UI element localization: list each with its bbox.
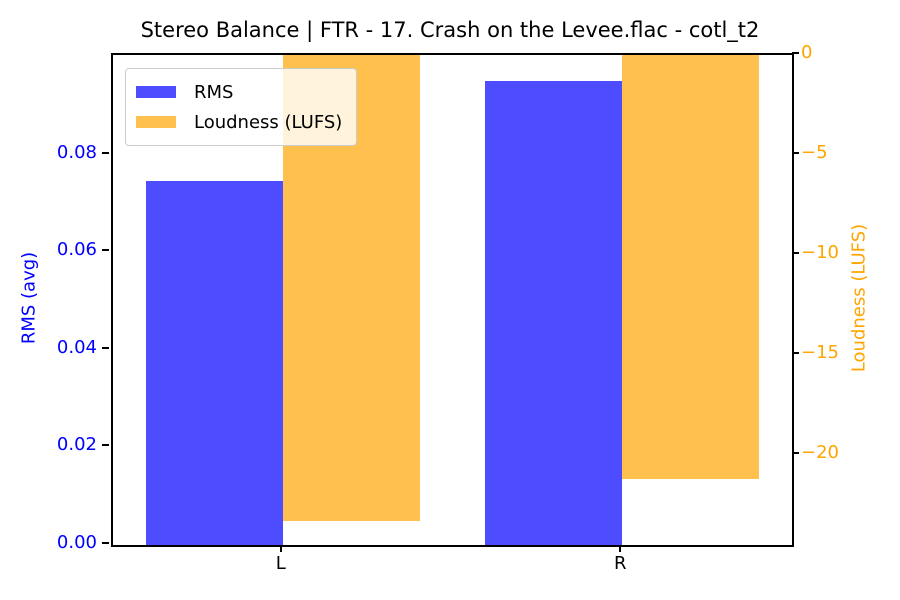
- x-tick-label: R: [613, 553, 627, 574]
- right-tick-mark: [792, 152, 799, 154]
- plot-area: RMS Loudness (LUFS): [111, 53, 794, 547]
- left-tick-label: 0.08: [56, 141, 97, 163]
- right-tick-label: −20: [801, 442, 839, 463]
- left-tick-mark: [102, 346, 109, 349]
- right-tick-label: −5: [801, 142, 828, 163]
- left-tick-mark: [102, 151, 109, 154]
- bar-rms-l: [145, 180, 283, 545]
- loudness-legend-label: Loudness (LUFS): [194, 111, 343, 133]
- rms-legend-label: RMS: [194, 81, 234, 103]
- chart-title: Stereo Balance | FTR - 17. Crash on the …: [140, 18, 760, 42]
- right-tick-mark: [792, 452, 799, 454]
- right-tick-mark: [792, 352, 799, 354]
- left-tick-mark: [102, 542, 109, 544]
- right-tick-label: −15: [801, 342, 839, 363]
- left-tick-label: 0.04: [56, 336, 97, 358]
- left-tick-mark: [102, 249, 109, 252]
- x-tick-label: L: [275, 553, 286, 574]
- x-tick-mark: [619, 545, 622, 552]
- bar-loudness-lufs-r: [622, 55, 760, 479]
- loudness-legend-swatch: [136, 116, 176, 128]
- left-tick-label: 0.00: [56, 532, 97, 553]
- right-tick-label: 0: [801, 42, 813, 63]
- x-tick-mark: [279, 545, 282, 552]
- left-tick-label: 0.02: [56, 434, 97, 456]
- bar-rms-r: [485, 80, 623, 545]
- left-tick-mark: [102, 444, 109, 447]
- right-axis-label: Loudness (LUFS): [848, 223, 870, 373]
- left-tick-label: 0.06: [56, 239, 97, 261]
- left-axis-label: RMS (avg): [18, 251, 40, 345]
- legend-item-loudness: Loudness (LUFS): [136, 107, 342, 137]
- legend: RMS Loudness (LUFS): [125, 68, 358, 146]
- right-tick-mark: [792, 52, 799, 54]
- right-tick-label: −10: [801, 242, 839, 263]
- rms-legend-swatch: [136, 86, 176, 98]
- right-tick-mark: [792, 252, 799, 254]
- legend-item-rms: RMS: [136, 77, 342, 107]
